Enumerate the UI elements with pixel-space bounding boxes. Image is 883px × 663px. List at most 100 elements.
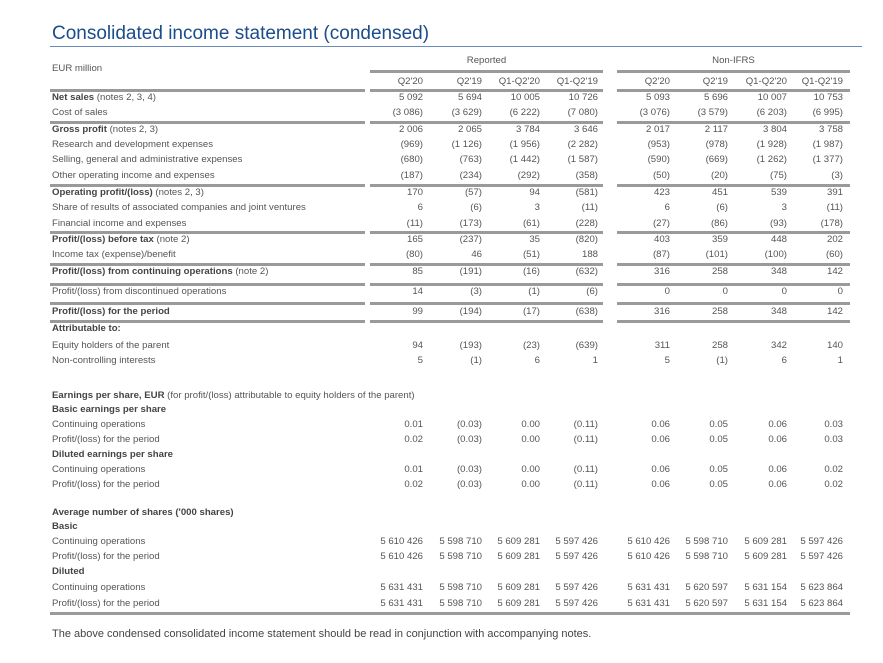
table-cell: 258 — [711, 306, 728, 317]
column-header: Q1-Q2'19 — [556, 76, 598, 87]
table-rule — [617, 184, 850, 187]
table-rule — [50, 320, 365, 323]
table-rule — [370, 121, 603, 124]
row-label: Diluted earnings per share — [52, 449, 173, 461]
table-cell: (978) — [705, 139, 728, 150]
table-cell: 5 631 431 — [380, 582, 423, 593]
table-cell: 5 609 281 — [497, 582, 540, 593]
table-cell: 316 — [653, 266, 670, 277]
table-cell: 5 631 431 — [627, 598, 670, 609]
table-cell: (0.03) — [456, 479, 482, 490]
row-label: Selling, general and administrative expe… — [52, 154, 242, 166]
row-label-text: Profit/(loss) for the period — [52, 551, 160, 562]
table-rule — [50, 283, 365, 286]
table-cell: (632) — [575, 266, 598, 277]
table-rule — [50, 302, 365, 305]
table-cell: 5 623 864 — [800, 598, 843, 609]
row-label-text: (notes 2, 3, 4) — [94, 92, 156, 103]
table-cell: 5 609 281 — [497, 551, 540, 562]
table-cell: 170 — [406, 187, 423, 198]
row-label-bold: Basic earnings per share — [52, 404, 167, 415]
table-cell: 5 598 710 — [685, 536, 728, 547]
row-label-bold: Diluted earnings per share — [52, 449, 174, 460]
row-label: Profit/(loss) for the period — [52, 479, 160, 491]
table-cell: 99 — [412, 306, 423, 317]
row-label-bold: Profit/(loss) from continuing operations — [52, 266, 233, 277]
row-label: Gross profit (notes 2, 3) — [52, 124, 158, 136]
table-cell: (820) — [575, 234, 598, 245]
table-rule — [370, 184, 603, 187]
table-cell: 0.02 — [404, 479, 423, 490]
row-label-text: (notes 2, 3) — [152, 187, 204, 198]
table-cell: 0 — [722, 286, 728, 297]
row-label-bold: Diluted — [52, 566, 85, 577]
table-rule — [617, 302, 850, 305]
table-cell: 5 631 154 — [744, 582, 787, 593]
table-cell: 5 609 281 — [497, 598, 540, 609]
row-label: Equity holders of the parent — [52, 340, 169, 352]
table-cell: (1 262) — [756, 154, 787, 165]
table-cell: 5 610 426 — [380, 551, 423, 562]
table-cell: (3 076) — [639, 107, 670, 118]
column-header: Q1-Q2'19 — [801, 76, 843, 87]
table-cell: 0 — [837, 286, 843, 297]
row-label-text: Profit/(loss) for the period — [52, 598, 160, 609]
table-cell: 6 — [417, 202, 423, 213]
table-cell: 5 610 426 — [627, 536, 670, 547]
table-cell: (7 080) — [567, 107, 598, 118]
table-cell: (3) — [470, 286, 482, 297]
table-cell: 0.02 — [824, 464, 843, 475]
row-label: Share of results of associated companies… — [52, 202, 306, 214]
row-label-text: (note 2) — [153, 234, 190, 245]
table-cell: (0.03) — [456, 419, 482, 430]
table-cell: (1 377) — [812, 154, 843, 165]
column-header: Q1-Q2'20 — [745, 76, 787, 87]
table-cell: (87) — [652, 249, 670, 260]
table-cell: (581) — [575, 187, 598, 198]
table-cell: 0.06 — [651, 464, 670, 475]
table-cell: (590) — [647, 154, 670, 165]
row-label: Basic earnings per share — [52, 404, 166, 416]
table-rule — [370, 263, 603, 266]
table-cell: 0.01 — [404, 464, 423, 475]
table-cell: 0.02 — [824, 479, 843, 490]
row-label: Average number of shares ('000 shares) — [52, 507, 234, 519]
table-cell: 5 631 154 — [744, 598, 787, 609]
table-cell: (3 629) — [451, 107, 482, 118]
table-cell: (3 579) — [697, 107, 728, 118]
row-label-bold: Profit/(loss) for the period — [52, 306, 170, 317]
row-label-text: Income tax (expense)/benefit — [52, 249, 176, 260]
row-label-bold: Basic — [52, 521, 78, 532]
table-cell: 35 — [529, 234, 540, 245]
table-cell: 391 — [826, 187, 843, 198]
table-cell: 539 — [770, 187, 787, 198]
table-cell: 0.06 — [768, 434, 787, 445]
table-cell: (20) — [710, 170, 728, 181]
table-cell: (27) — [652, 218, 670, 229]
table-rule — [370, 231, 603, 234]
row-label: Continuing operations — [52, 536, 145, 548]
table-cell: 451 — [711, 187, 728, 198]
row-label-text: Continuing operations — [52, 464, 146, 475]
row-label: Profit/(loss) for the period — [52, 598, 160, 610]
table-cell: (638) — [575, 306, 598, 317]
table-cell: (0.11) — [573, 434, 598, 445]
row-label-text: Profit/(loss) for the period — [52, 434, 160, 445]
row-label-text: Research and development expenses — [52, 139, 214, 150]
table-cell: (11) — [826, 202, 843, 213]
table-cell: 258 — [711, 266, 728, 277]
table-rule — [370, 302, 603, 305]
row-label: Profit/(loss) from discontinued operatio… — [52, 286, 226, 298]
row-label: Operating profit/(loss) (notes 2, 3) — [52, 187, 204, 199]
column-header: Q2'19 — [456, 76, 482, 87]
table-cell: 5 — [664, 355, 670, 366]
row-label-text: (for profit/(loss) attributable to equit… — [164, 390, 415, 401]
row-label-text: Other operating income and expenses — [52, 170, 215, 181]
row-label: Continuing operations — [52, 582, 145, 594]
table-cell: (0.03) — [456, 464, 482, 475]
row-label-text: Financial income and expenses — [52, 218, 187, 229]
table-cell: (0.11) — [573, 464, 598, 475]
table-cell: 0.06 — [768, 479, 787, 490]
table-cell: 0.06 — [768, 419, 787, 430]
table-rule — [617, 121, 850, 124]
